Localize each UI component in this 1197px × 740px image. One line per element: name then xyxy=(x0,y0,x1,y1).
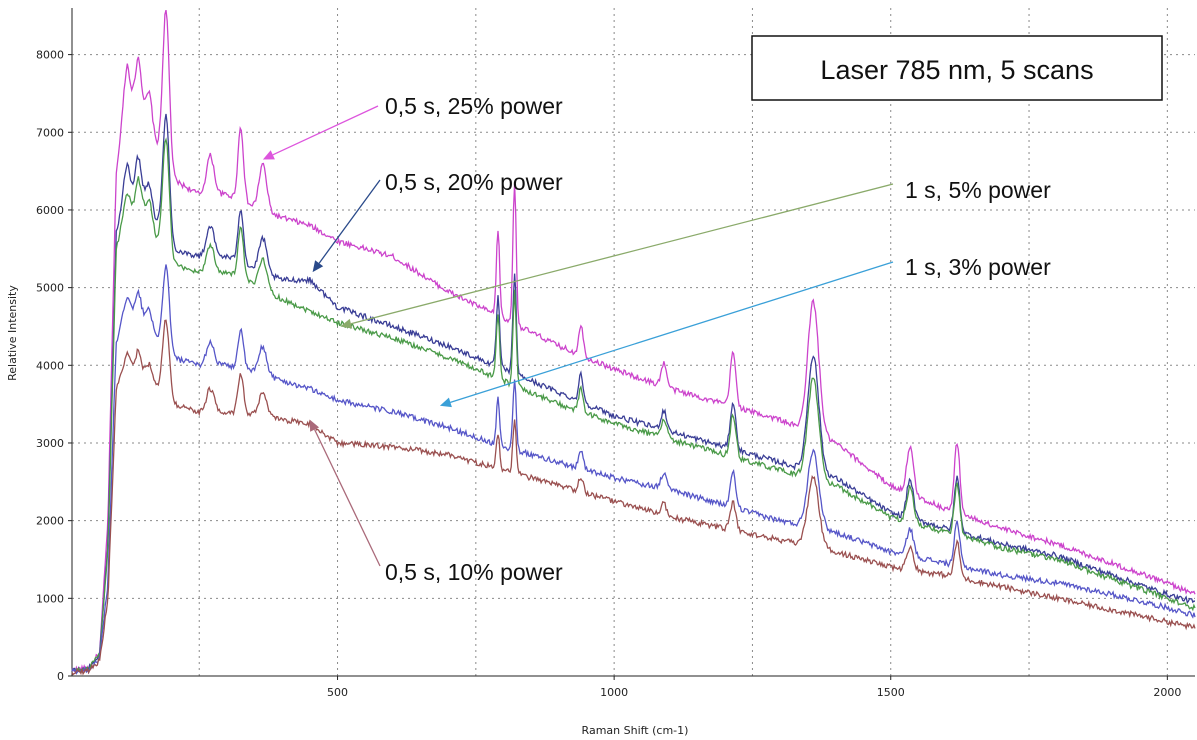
series-line-1 xyxy=(71,9,1196,674)
annotation-layer: 0,5 s, 25% power 0,5 s, 20% power 1 s, 5% … xyxy=(262,93,1051,585)
y-tick-label: 2000 xyxy=(36,515,64,528)
annotation-arrowhead xyxy=(312,260,324,273)
y-tick-label: 6000 xyxy=(36,204,64,217)
annotation-arrow xyxy=(272,105,379,156)
title-box: Laser 785 nm, 5 scans xyxy=(751,35,1163,101)
title-box-border xyxy=(751,35,1163,101)
grid-layer xyxy=(72,8,1195,676)
annotation-arrow xyxy=(318,179,381,264)
annotation-label: 0,5 s, 20% power xyxy=(385,169,563,195)
series-line-5 xyxy=(71,319,1196,676)
annotation-arrow xyxy=(314,429,381,567)
axes-layer: 0 1000 2000 3000 4000 5000 6000 7000 8000 500 1000… xyxy=(36,8,1195,699)
annotation-label: 0,5 s, 10% power xyxy=(385,559,563,585)
annotation-label: 0,5 s, 25% power xyxy=(385,93,563,119)
y-tick-label: 5000 xyxy=(36,282,64,295)
annotation-arrow xyxy=(350,183,894,325)
annotation-arrowhead xyxy=(439,397,452,408)
x-tick-label: 2000 xyxy=(1153,686,1181,699)
series-layer xyxy=(71,9,1196,676)
annotation-arrowhead xyxy=(309,419,320,432)
y-tick-label: 4000 xyxy=(36,359,64,372)
chart-title: Laser 785 nm, 5 scans xyxy=(820,55,1093,85)
y-tick-label: 1000 xyxy=(36,592,64,605)
y-tick-label: 8000 xyxy=(36,49,64,62)
annotation-label: 1 s, 3% power xyxy=(905,254,1051,280)
series-line-2 xyxy=(72,113,1196,674)
annotation-label: 1 s, 5% power xyxy=(905,177,1051,203)
x-tick-label: 1000 xyxy=(600,686,628,699)
y-tick-label: 7000 xyxy=(36,126,64,139)
y-tick-label: 0 xyxy=(57,670,64,683)
annotation-arrow xyxy=(450,261,894,403)
annotation-arrowhead xyxy=(262,150,275,160)
x-tick-label: 1500 xyxy=(877,686,905,699)
series-line-4 xyxy=(71,264,1196,675)
series-line-3 xyxy=(71,137,1196,674)
x-tick-label: 500 xyxy=(327,686,348,699)
annotation-arrowhead xyxy=(340,318,353,329)
x-axis-title: Raman Shift (cm-1) xyxy=(582,724,689,737)
y-tick-label: 3000 xyxy=(36,437,64,450)
y-axis-title: Relative Intensity xyxy=(6,285,19,381)
